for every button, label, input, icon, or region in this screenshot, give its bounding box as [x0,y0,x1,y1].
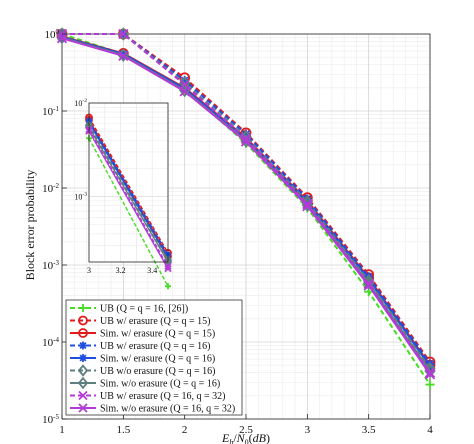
data-point [56,33,68,44]
x-tick-label: 2 [182,424,188,436]
legend-label: UB w/ erasure (Q = q = 15) [100,316,210,327]
legend-label: UB w/ erasure (Q = q = 16) [100,341,210,352]
legend-label: UB w/ erasure (Q = 16, q = 32) [100,391,225,402]
legend-marker [77,364,89,377]
legend-marker [79,341,87,350]
legend-marker [78,403,88,413]
main-series [56,27,436,390]
data-point [302,201,313,212]
legend-label: Sim. w/o erasure (Q = q = 16) [100,379,220,390]
legend-marker [78,390,88,401]
series-line [62,33,431,370]
inset-y-tick-label: 10-3 [74,192,87,202]
inset-series-line [88,126,169,263]
main-ticks: 100 10-1 10-2 10-3 10-4 10-51 1.5 2 2.5 3 3.5 4 [42,28,433,436]
legend-entry: UB w/ erasure (Q = q = 15) [70,315,210,327]
legend-marker [78,315,88,326]
data-point [57,32,67,42]
y-tick-label: 10-3 [42,259,59,272]
inset-x-tick-label: 3 [87,266,91,275]
data-point [425,380,435,390]
legend-entry: Sim. w/ erasure (Q = q = 16) [70,354,215,365]
inset-x-tick-label: 3.2 [116,266,126,275]
inset-data-point [164,264,172,273]
data-point [118,28,129,40]
x-tick-label: 2.5 [239,424,253,436]
data-point [240,133,252,144]
inset-data-point [165,283,171,290]
x-tick-label: 3 [305,424,311,436]
data-point [118,50,129,62]
inset-series-line [88,120,169,255]
legend-label: Sim. w/ erasure (Q = q = 16) [100,354,215,365]
legend-entry: Sim. w/o erasure (Q = q = 16) [70,376,220,390]
data-point [240,136,252,147]
inset-series-line [88,130,169,269]
x-tick-label: 4 [427,424,433,436]
x-axis-label: Eb/N0(dB) [221,431,270,444]
y-axis-label: Block error probability [23,170,37,281]
inset-x-tick-label: 3.4 [147,266,157,275]
y-tick-label: 10-2 [42,182,59,195]
legend-entry: UB w/ erasure (Q = 16, q = 32) [70,390,225,402]
legend-entry: UB w/ erasure (Q = q = 16) [70,341,210,352]
data-point [180,75,190,85]
data-point [302,198,313,210]
legend-marker [79,354,87,362]
legend-marker [79,304,87,312]
x-tick-label: 1 [59,424,65,436]
inset-y-tick-label: 10-2 [74,98,87,108]
y-tick-label: 10-4 [42,336,59,349]
legend-entry: UB (Q = q = 16, [26]) [70,304,188,315]
inset-series-line [88,129,169,267]
legend-label: UB (Q = q = 16, [26]) [100,304,188,315]
y-tick-label: 10-5 [42,413,59,426]
y-tick-label: 100 [45,28,60,41]
legend-marker [77,376,89,390]
legend-label: Sim. w/ erasure (Q = q = 15) [100,329,215,340]
data-point [302,197,312,207]
data-point [118,49,128,59]
legend-marker [78,328,88,338]
y-tick-label: 10-1 [42,105,59,118]
inset-zoom-plot: 10-2 10-3 3 3.2 3.4 [74,98,173,290]
x-tick-label: 1.5 [116,424,130,436]
legend-entry: Sim. w/o erasure (Q = 16, q = 32) [70,403,235,415]
data-point [424,369,436,380]
inset-series-line [88,124,169,261]
data-point [179,86,190,97]
legend-entry: UB w/o erasure (Q = q = 16) [70,364,215,377]
legend-entry: Sim. w/ erasure (Q = q = 15) [70,328,215,340]
x-tick-label: 3.5 [362,424,376,436]
inset-series-line [88,117,169,254]
inset-frame [88,102,169,263]
series-9 [56,33,436,380]
legend-label: Sim. w/o erasure (Q = 16, q = 32) [100,404,235,415]
legend: UB (Q = q = 16, [26])UB w/ erasure (Q = … [65,299,243,416]
inset-ticks: 10-2 10-3 3 3.2 3.4 [74,98,157,275]
data-point [363,280,374,291]
inset-series-line [88,122,169,259]
legend-label: UB w/o erasure (Q = q = 16) [100,366,215,377]
